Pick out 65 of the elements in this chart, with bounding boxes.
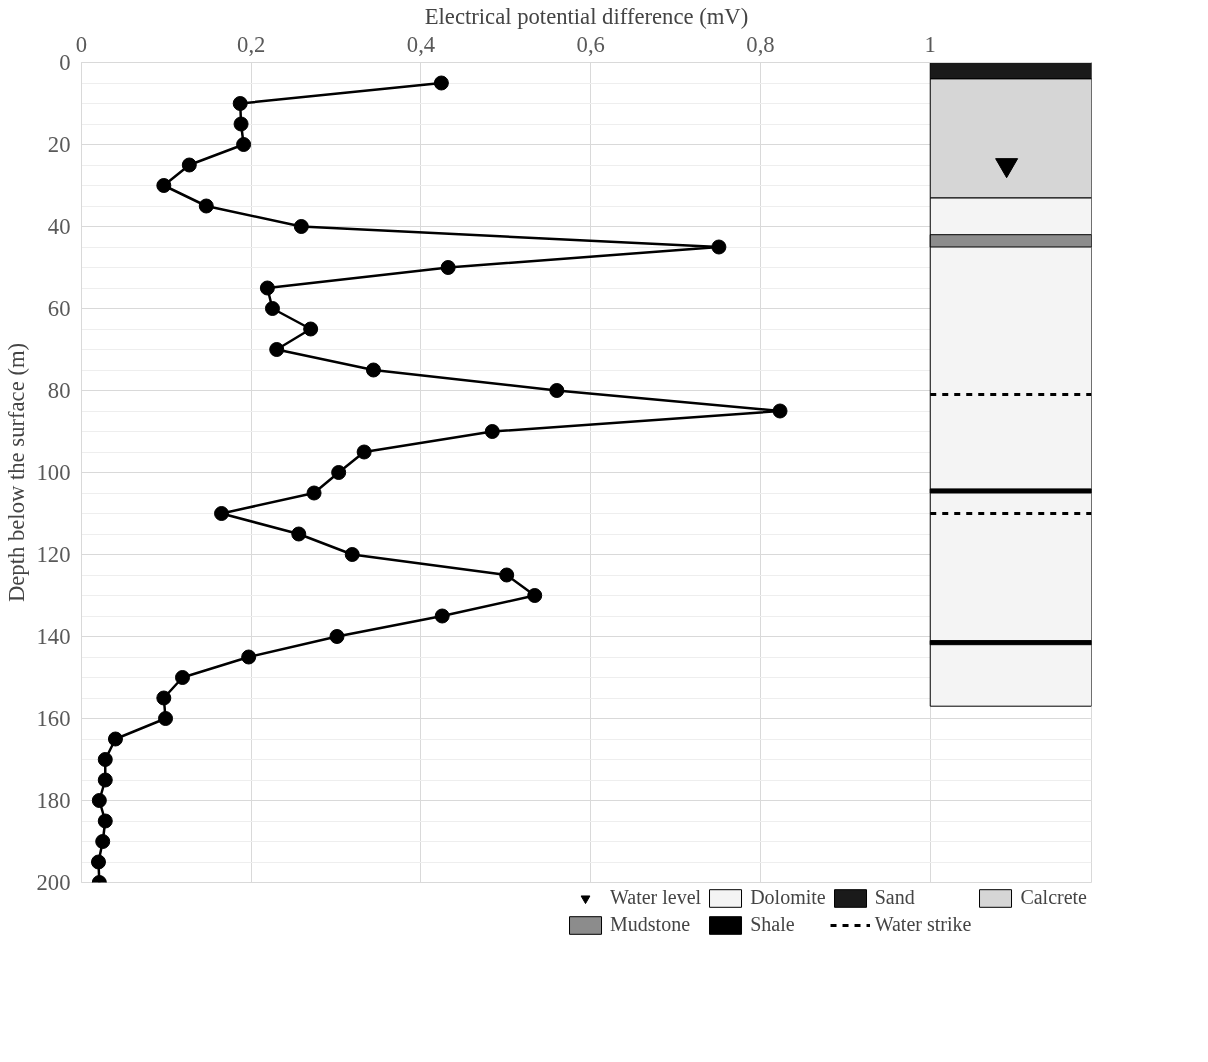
point	[527, 588, 543, 603]
point	[232, 96, 248, 111]
point	[97, 813, 113, 829]
point	[331, 465, 347, 480]
point	[95, 834, 111, 849]
y-tick-label: 40	[47, 214, 71, 239]
legend-label: Mudstone	[610, 913, 691, 936]
point	[344, 547, 360, 562]
point	[97, 772, 113, 788]
point	[434, 608, 450, 624]
point	[303, 321, 319, 337]
point	[484, 424, 500, 439]
point	[90, 854, 106, 870]
y-tick-label: 100	[36, 460, 71, 485]
point	[156, 178, 172, 193]
point	[264, 301, 280, 316]
point	[365, 362, 381, 378]
point	[772, 403, 788, 419]
y-tick-label: 140	[36, 624, 71, 649]
point	[269, 342, 285, 357]
point	[329, 629, 345, 644]
legend-label: Water strike	[874, 913, 972, 936]
point	[156, 690, 172, 706]
y-tick-label: 120	[36, 542, 71, 567]
point	[356, 444, 372, 460]
x-tick-label: 1	[924, 31, 936, 57]
y-tick-label: 180	[36, 788, 71, 813]
point	[306, 485, 322, 501]
point	[259, 280, 275, 296]
y-tick-label: 160	[36, 706, 71, 731]
legend-label: Calcrete	[1020, 886, 1087, 909]
point	[175, 670, 190, 685]
point	[181, 157, 197, 173]
point	[711, 239, 727, 255]
point	[198, 198, 214, 214]
x-tick-label: 0,8	[746, 31, 775, 57]
y-tick-label: 0	[59, 50, 71, 75]
x-tick-label: 0,2	[237, 31, 266, 57]
point	[158, 711, 174, 726]
y-axis-title: Depth below the surface (m)	[3, 342, 29, 603]
legend-label: Sand	[874, 886, 915, 909]
x-tick-label: 0,4	[406, 31, 436, 57]
point	[549, 383, 565, 398]
x-tick-label: 0	[75, 31, 88, 57]
point	[233, 116, 249, 132]
y-tick-label: 80	[47, 378, 71, 403]
y-tick-label: 60	[47, 296, 71, 321]
x-axis-title: Electrical potential difference (mV)	[424, 3, 749, 29]
point	[214, 506, 230, 521]
point	[440, 260, 456, 275]
legend-label: Dolomite	[750, 886, 826, 909]
point	[97, 752, 113, 767]
x-tick-label: 0,6	[576, 31, 605, 57]
point	[91, 793, 107, 808]
point	[433, 75, 449, 91]
point	[241, 649, 257, 665]
point	[291, 526, 307, 542]
y-tick-label: 200	[36, 870, 71, 895]
point	[236, 137, 252, 152]
point	[107, 731, 123, 747]
point	[293, 219, 309, 234]
legend-label: Water level	[610, 886, 702, 909]
y-tick-label: 20	[47, 132, 71, 157]
legend-label: Shale	[750, 913, 795, 936]
point	[499, 567, 515, 583]
